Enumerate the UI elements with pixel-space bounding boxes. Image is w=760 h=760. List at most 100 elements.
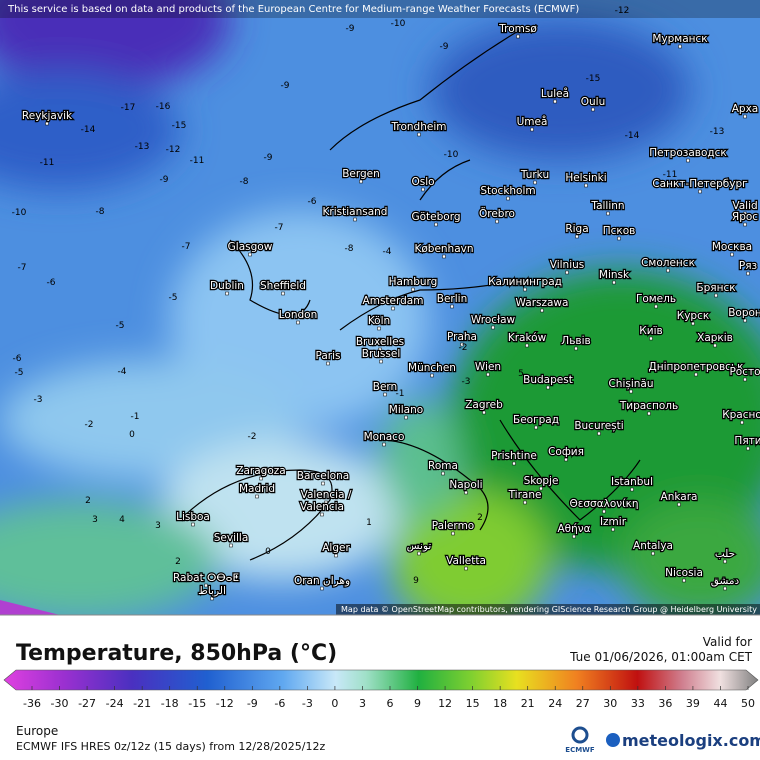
colorbar-tick-label: 50 bbox=[741, 697, 755, 710]
city-dot bbox=[417, 132, 421, 137]
city-label: Alger bbox=[322, 542, 350, 554]
contour-label: -17 bbox=[121, 103, 136, 113]
city-dot bbox=[379, 359, 383, 364]
city-dot bbox=[713, 343, 717, 348]
city-label: Dublin bbox=[210, 280, 244, 292]
city-dot bbox=[404, 415, 408, 420]
contour-label: 0 bbox=[265, 547, 271, 557]
city-label: الرباط bbox=[198, 585, 226, 597]
colorbar-tick-label: 24 bbox=[548, 697, 562, 710]
city-label: København bbox=[414, 243, 473, 255]
city-label: Bergen bbox=[342, 168, 380, 180]
colorbar-tick-label: -24 bbox=[106, 697, 124, 710]
city-label: Lisboa bbox=[176, 511, 210, 523]
colorbar-tick-label: 12 bbox=[438, 697, 452, 710]
city-label: Пяти bbox=[734, 435, 760, 447]
city-dot bbox=[723, 586, 727, 591]
city-dot bbox=[506, 196, 510, 201]
colorbar-tick-label: 27 bbox=[576, 697, 590, 710]
city-label: Wien bbox=[475, 361, 501, 373]
city-label: Warszawa bbox=[516, 297, 569, 309]
city-label: Θεσσαλονίκη bbox=[569, 498, 638, 510]
contour-label: 2 bbox=[175, 557, 181, 567]
city-label: Örebro bbox=[479, 207, 515, 220]
contour-label: -7 bbox=[275, 223, 284, 233]
city-dot bbox=[281, 291, 285, 296]
city-dot bbox=[651, 551, 655, 556]
city-label: Москва bbox=[712, 241, 752, 253]
city-dot bbox=[591, 107, 595, 112]
city-label: Tromsø bbox=[498, 23, 537, 35]
city-dot bbox=[321, 481, 325, 486]
city-label: Budapest bbox=[523, 374, 573, 386]
contour-label: -9 bbox=[160, 175, 169, 185]
colorbar-tick-label: -6 bbox=[274, 697, 285, 710]
city-label: Roma bbox=[428, 460, 458, 472]
city-label: Nicosia bbox=[665, 567, 703, 579]
city-dot bbox=[417, 551, 421, 556]
city-dot bbox=[512, 461, 516, 466]
ecmwf-logo: ECMWF bbox=[565, 746, 595, 754]
contour-label: -5 bbox=[116, 321, 125, 331]
city-label: Luleå bbox=[541, 87, 569, 100]
city-dot bbox=[553, 99, 557, 104]
city-dot bbox=[225, 291, 229, 296]
colorbar-tick-label: 6 bbox=[387, 697, 394, 710]
city-dot bbox=[597, 431, 601, 436]
colorbar-tick-label: 44 bbox=[713, 697, 727, 710]
contour-label: -3 bbox=[34, 395, 43, 405]
city-label: Istanbul bbox=[611, 476, 653, 488]
contour-label: 9 bbox=[413, 576, 419, 586]
contour-label: -2 bbox=[85, 420, 94, 430]
contour-label: -16 bbox=[156, 102, 171, 112]
contour-label: -1 bbox=[396, 389, 405, 399]
city-dot bbox=[539, 486, 543, 491]
city-label: Sevilla bbox=[214, 532, 249, 544]
city-label: Vilnius bbox=[550, 259, 584, 271]
city-label: London bbox=[279, 309, 318, 321]
city-dot bbox=[296, 320, 300, 325]
city-dot bbox=[377, 326, 381, 331]
city-label: Valencia / bbox=[301, 489, 352, 501]
city-label: Reykjavik bbox=[22, 110, 73, 122]
city-dot bbox=[617, 236, 621, 241]
city-dot bbox=[743, 318, 747, 323]
city-dot bbox=[430, 373, 434, 378]
city-label: Kraków bbox=[508, 332, 547, 344]
city-label: Göteborg bbox=[411, 211, 460, 223]
city-dot bbox=[714, 293, 718, 298]
ecmwf-icon bbox=[571, 726, 589, 744]
contour-label: 1 bbox=[366, 518, 372, 528]
city-dot bbox=[612, 280, 616, 285]
city-dot bbox=[546, 385, 550, 390]
colorbar-tick-label: -27 bbox=[78, 697, 96, 710]
city-dot bbox=[682, 578, 686, 583]
contour-label: 0 bbox=[129, 430, 135, 440]
city-dot bbox=[584, 183, 588, 188]
city-dot bbox=[743, 211, 747, 216]
city-dot bbox=[565, 270, 569, 275]
city-label: Köln bbox=[368, 315, 390, 327]
contour-label: -3 bbox=[462, 377, 471, 387]
city-label: Amsterdam bbox=[363, 295, 424, 307]
city-label: Monaco bbox=[364, 431, 405, 443]
city-dot bbox=[378, 347, 382, 352]
city-label: Kristiansand bbox=[323, 206, 388, 218]
city-dot bbox=[534, 425, 538, 430]
city-dot bbox=[649, 336, 653, 341]
city-dot bbox=[326, 361, 330, 366]
colorbar-tick-label: 21 bbox=[521, 697, 535, 710]
city-dot bbox=[666, 268, 670, 273]
city-label: Tallinn bbox=[590, 200, 624, 212]
city-label: تونس bbox=[407, 540, 432, 552]
city-dot bbox=[740, 420, 744, 425]
contour-label: -8 bbox=[96, 207, 105, 217]
colorbar-tick-label: -3 bbox=[302, 697, 313, 710]
contour-label: -1 bbox=[131, 412, 140, 422]
city-label: Oulu bbox=[581, 96, 606, 108]
city-dot bbox=[464, 566, 468, 571]
colorbar-tick-label: -30 bbox=[51, 697, 69, 710]
contour-label: -10 bbox=[391, 19, 406, 29]
city-label: Харків bbox=[697, 332, 733, 344]
city-label: Milano bbox=[389, 404, 423, 416]
